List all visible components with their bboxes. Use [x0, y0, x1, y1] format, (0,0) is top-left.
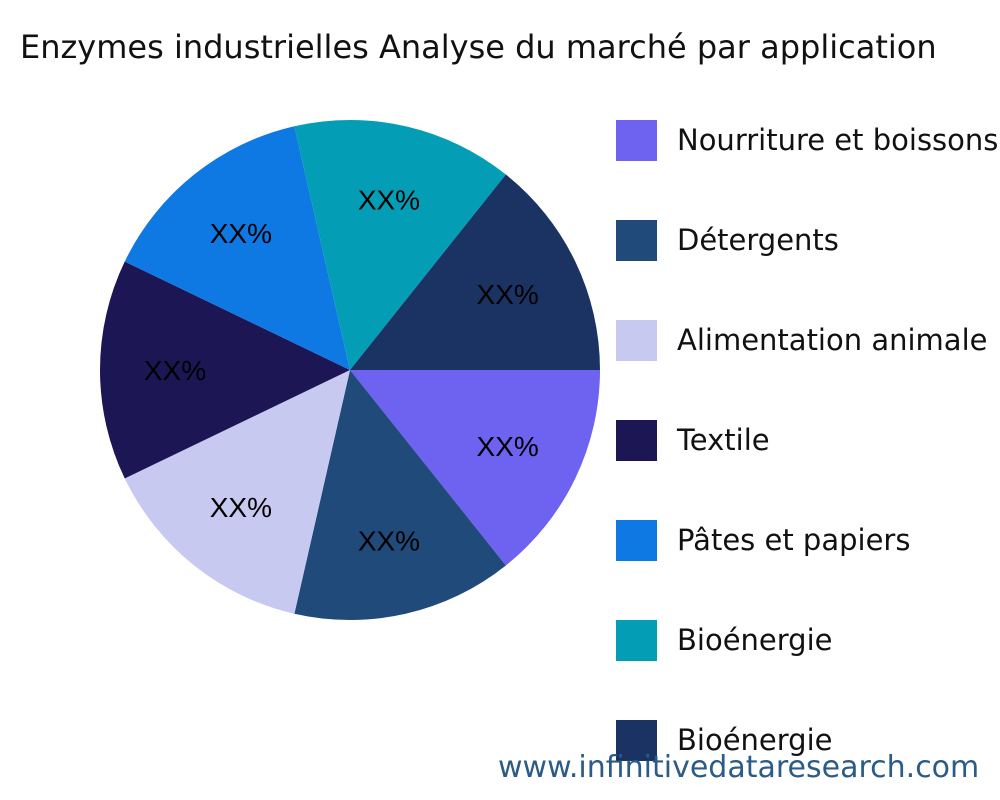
legend-swatch [616, 719, 657, 761]
legend-swatch [616, 119, 657, 161]
chart-title: Enzymes industrielles Analyse du marché … [20, 28, 937, 66]
legend-swatch [616, 319, 657, 361]
slice-label: XX% [477, 279, 539, 310]
pie-slice[interactable] [124, 370, 350, 614]
slice-label: XX% [210, 492, 272, 523]
legend-swatch [616, 519, 657, 561]
legend-swatch [616, 219, 657, 261]
legend-label: Alimentation animale [677, 323, 988, 357]
legend-label: Nourriture et boissons [677, 123, 999, 157]
pie-slice[interactable] [350, 370, 600, 566]
legend-item[interactable]: Nourriture et boissons [616, 119, 999, 161]
pie-slice[interactable] [350, 174, 600, 370]
legend-item[interactable]: Pâtes et papiers [616, 519, 911, 561]
legend-item[interactable]: Alimentation animale [616, 319, 988, 361]
legend-label: Pâtes et papiers [677, 523, 911, 557]
slice-label: XX% [144, 355, 206, 386]
pie-slice[interactable] [294, 370, 506, 621]
legend-label: Bioénergie [677, 623, 833, 657]
legend-label: Textile [677, 423, 770, 457]
legend-swatch [616, 619, 657, 661]
pie-slice[interactable] [294, 119, 506, 370]
legend-label: Détergents [677, 223, 839, 257]
watermark: www.infinitivedataresearch.com [498, 750, 980, 785]
legend-item[interactable]: Bioénergie [616, 619, 833, 661]
slice-label: XX% [477, 431, 539, 462]
slice-label: XX% [358, 184, 420, 215]
pie-slice[interactable] [124, 126, 350, 370]
slice-label: XX% [358, 526, 420, 557]
legend-swatch [616, 419, 657, 461]
legend-label: Bioénergie [677, 723, 833, 757]
pie-slice[interactable] [99, 261, 350, 479]
legend-item[interactable]: Textile [616, 419, 770, 461]
slice-label: XX% [210, 218, 272, 249]
legend-item[interactable]: Bioénergie [616, 719, 833, 761]
legend-item[interactable]: Détergents [616, 219, 839, 261]
